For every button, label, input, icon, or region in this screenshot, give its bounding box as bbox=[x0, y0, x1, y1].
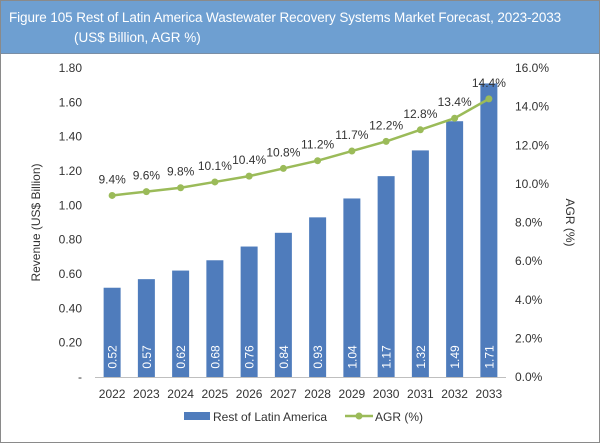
agr-point-2030 bbox=[382, 137, 390, 145]
x-tick-label: 2031 bbox=[407, 387, 434, 401]
y-tick-label: 1.40 bbox=[59, 130, 83, 144]
x-tick-label: 2025 bbox=[202, 387, 229, 401]
y2-axis-title: AGR (%) bbox=[563, 199, 577, 247]
bar-2033 bbox=[480, 83, 498, 377]
chart-title: Figure 105 Rest of Latin America Wastewa… bbox=[9, 10, 562, 25]
bar-2026 bbox=[240, 246, 258, 377]
legend-label-line: AGR (%) bbox=[375, 410, 423, 424]
y-tick-label: 1.60 bbox=[59, 95, 83, 109]
y-tick-label: 0.80 bbox=[59, 233, 83, 247]
x-tick-label: 2032 bbox=[441, 387, 468, 401]
bar-data-label: 1.49 bbox=[448, 345, 462, 369]
y2-tick-label: 12.0% bbox=[515, 138, 549, 152]
agr-point-2022 bbox=[108, 191, 116, 199]
y2-tick-label: 4.0% bbox=[515, 293, 543, 307]
y2-tick-label: 0.0% bbox=[515, 370, 543, 384]
bar-data-label: 0.62 bbox=[174, 345, 188, 369]
x-tick-label: 2023 bbox=[133, 387, 160, 401]
bar-2032 bbox=[446, 121, 464, 377]
agr-data-label: 12.2% bbox=[369, 118, 403, 132]
agr-point-2024 bbox=[177, 184, 185, 192]
bar-2023 bbox=[137, 279, 155, 377]
y2-tick-label: 16.0% bbox=[515, 61, 549, 75]
bar-data-label: 1.32 bbox=[414, 345, 428, 369]
x-tick-label: 2024 bbox=[167, 387, 194, 401]
y2-tick-label: 14.0% bbox=[515, 100, 549, 114]
bar-2028 bbox=[309, 217, 327, 377]
x-tick-label: 2029 bbox=[339, 387, 366, 401]
y-tick-label: 1.20 bbox=[59, 164, 83, 178]
legend-marker-line bbox=[355, 412, 363, 420]
y-tick-label: 0.40 bbox=[59, 301, 83, 315]
legend-label-bars: Rest of Latin America bbox=[213, 410, 327, 424]
x-tick-label: 2030 bbox=[373, 387, 400, 401]
agr-point-2033 bbox=[485, 95, 493, 103]
agr-data-label: 13.4% bbox=[438, 95, 472, 109]
x-tick-label: 2027 bbox=[270, 387, 297, 401]
agr-data-label: 14.4% bbox=[472, 76, 506, 90]
bar-2030 bbox=[377, 176, 395, 377]
agr-point-2023 bbox=[142, 188, 150, 196]
bar-data-label: 1.17 bbox=[380, 345, 394, 369]
agr-point-2028 bbox=[314, 157, 322, 165]
agr-data-label: 10.4% bbox=[232, 153, 266, 167]
agr-line bbox=[111, 97, 490, 197]
bar-data-label: 0.76 bbox=[243, 345, 257, 369]
y2-tick-label: 10.0% bbox=[515, 177, 549, 191]
bar-2027 bbox=[274, 232, 292, 377]
x-tick-label: 2028 bbox=[304, 387, 331, 401]
y-tick-label: 1.00 bbox=[59, 198, 83, 212]
bar-data-label: 1.71 bbox=[482, 345, 496, 369]
y-tick-label: - bbox=[78, 370, 82, 384]
x-tick-label: 2033 bbox=[476, 387, 503, 401]
x-tick-label: 2022 bbox=[99, 387, 126, 401]
agr-point-2026 bbox=[245, 172, 253, 180]
agr-data-label: 10.8% bbox=[266, 145, 300, 159]
bar-data-label: 0.52 bbox=[106, 345, 120, 369]
x-tick-label: 2026 bbox=[236, 387, 263, 401]
y2-tick-label: 8.0% bbox=[515, 216, 543, 230]
agr-data-label: 9.6% bbox=[133, 169, 161, 183]
agr-data-label: 12.8% bbox=[403, 107, 437, 121]
bar-data-label: 0.93 bbox=[311, 345, 325, 369]
y2-tick-label: 2.0% bbox=[515, 331, 543, 345]
y-tick-label: 1.80 bbox=[59, 61, 83, 75]
y2-tick-label: 6.0% bbox=[515, 254, 543, 268]
agr-data-label: 11.2% bbox=[301, 138, 334, 152]
agr-data-label: 11.7% bbox=[335, 128, 368, 142]
chart-subtitle: (US$ Billion, AGR %) bbox=[74, 30, 201, 45]
bar-data-label: 0.68 bbox=[208, 345, 222, 369]
agr-point-2025 bbox=[211, 178, 219, 186]
y-tick-label: 0.60 bbox=[59, 267, 83, 281]
agr-data-label: 9.4% bbox=[98, 172, 126, 186]
y-axis-title: Revenue (US$ Billion) bbox=[29, 163, 43, 281]
bar-2029 bbox=[343, 198, 361, 377]
bar-data-label: 1.04 bbox=[345, 345, 359, 369]
legend-swatch-bars bbox=[184, 412, 210, 420]
agr-data-label: 10.1% bbox=[198, 159, 232, 173]
agr-data-label: 9.8% bbox=[167, 165, 195, 179]
y-tick-label: 0.20 bbox=[59, 336, 83, 350]
agr-point-2032 bbox=[451, 114, 459, 122]
agr-point-2031 bbox=[416, 126, 424, 134]
agr-point-2027 bbox=[279, 164, 287, 172]
bar-2024 bbox=[172, 270, 190, 377]
bar-2031 bbox=[411, 150, 429, 377]
bar-2025 bbox=[206, 260, 224, 377]
bar-2022 bbox=[103, 287, 121, 377]
title-bar: Figure 105 Rest of Latin America Wastewa… bbox=[1, 1, 599, 54]
bar-data-label: 0.57 bbox=[140, 345, 154, 369]
bar-data-label: 0.84 bbox=[277, 345, 291, 369]
agr-point-2029 bbox=[348, 147, 356, 155]
